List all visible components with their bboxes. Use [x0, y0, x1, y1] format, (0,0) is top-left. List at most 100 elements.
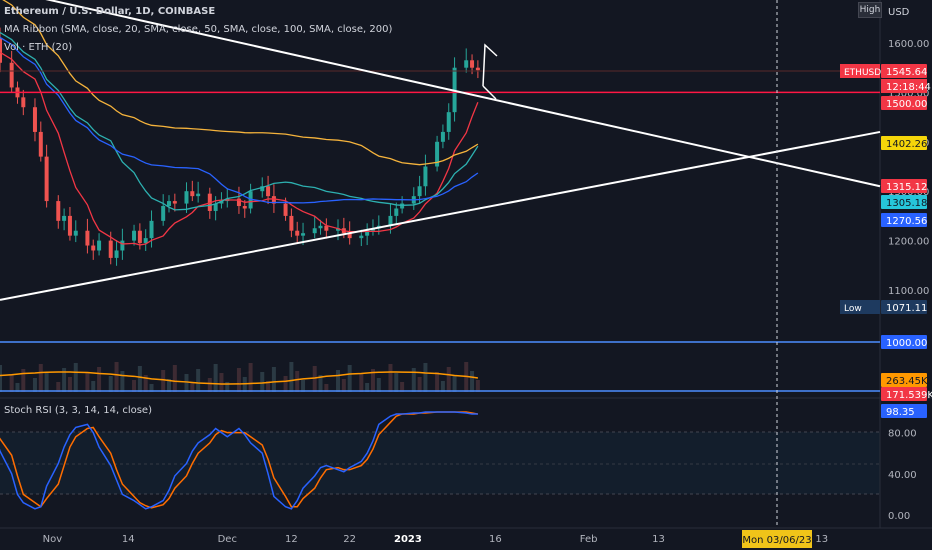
ma-ribbon-legend[interactable]: MA Ribbon (SMA, close, 20, SMA, close, 5…	[4, 24, 393, 35]
resistance-label[interactable]: 1500.00	[881, 96, 927, 110]
volume-bar	[260, 372, 265, 392]
volume-bar	[85, 372, 90, 392]
volume-bar	[120, 371, 125, 392]
volume-bar	[114, 362, 119, 392]
candle-body	[114, 250, 119, 258]
currency-label[interactable]: USD	[888, 7, 910, 18]
volume-bar	[172, 365, 177, 392]
sma100-label[interactable]: 1270.56	[881, 213, 927, 227]
volume-bar	[347, 365, 352, 392]
stoch-tick-label: 40.00	[888, 470, 917, 481]
last-price-label-bg	[881, 64, 927, 78]
candle-body	[400, 203, 405, 209]
volume-bar	[435, 372, 440, 392]
candle-body	[417, 186, 422, 197]
candle-body	[260, 186, 265, 192]
countdown-bg	[881, 79, 927, 93]
volume-bar	[73, 363, 78, 392]
volume-bar	[196, 369, 201, 392]
volume-bar	[394, 373, 399, 392]
candle-body	[32, 107, 37, 132]
candle-body	[423, 166, 428, 187]
trendline-descending[interactable]	[0, 0, 881, 188]
volume-bar	[132, 380, 137, 392]
price-tick-label: 1100.00	[888, 286, 929, 297]
trendline-ascending[interactable]	[0, 130, 881, 301]
last-price-label-value: 1545.64	[886, 67, 927, 78]
candle-body	[301, 233, 306, 236]
stoch-tick-label: 80.00	[888, 429, 917, 440]
candle-body	[190, 191, 195, 197]
volume-bar	[62, 368, 67, 392]
candle-body	[219, 201, 224, 204]
sma50-line	[0, 31, 479, 211]
candle-body	[289, 215, 294, 231]
low-label-bg	[881, 300, 927, 314]
sma100-line	[0, 36, 479, 204]
candle-body	[365, 230, 370, 236]
volume-bar	[190, 383, 195, 392]
volume-bar	[470, 371, 475, 392]
resistance-label-bg	[881, 96, 927, 110]
time-tick-label: 16	[489, 534, 502, 545]
candle-body	[132, 230, 137, 241]
candle-body	[44, 156, 49, 202]
sma50-label-bg	[881, 195, 927, 209]
candle-body	[464, 60, 469, 68]
support-label-bg	[881, 335, 927, 349]
candle-body	[266, 186, 271, 197]
volume-bar	[359, 374, 364, 392]
candle-body	[283, 203, 288, 216]
volume-bar	[283, 376, 288, 392]
price-tick-label: 1500.00	[888, 88, 929, 99]
candle-body	[149, 220, 154, 239]
candle-body	[388, 215, 393, 226]
candle-body	[67, 215, 72, 236]
last-price-label-tag-bg	[840, 64, 880, 78]
candle-body	[62, 215, 67, 221]
volume-bar	[266, 381, 271, 392]
volume-bar	[388, 364, 393, 392]
volume-bar	[289, 362, 294, 392]
volume-bar	[417, 377, 422, 392]
last-price-label[interactable]: 1545.64 ETHUSD	[840, 64, 927, 78]
volume-bar	[143, 375, 148, 392]
volume-bar	[341, 379, 346, 392]
volume-bar	[56, 382, 61, 392]
candle-body	[318, 225, 323, 229]
high-badge: High	[858, 2, 882, 18]
sma100-label-value: 1270.56	[886, 216, 927, 227]
volume-bar	[184, 374, 189, 392]
stoch-value-label-bg	[881, 404, 927, 418]
symbol-title[interactable]: Ethereum / U.S. Dollar, 1D, COINBASE	[4, 6, 216, 17]
candle-body	[446, 112, 451, 132]
pointer-drawing[interactable]	[482, 43, 498, 100]
volume-legend[interactable]: Vol · ETH (20)	[4, 42, 73, 53]
candle-body	[440, 131, 445, 142]
sma20-label[interactable]: 1315.12	[881, 179, 927, 193]
sma200-line	[2, 0, 479, 166]
low-label[interactable]: 1071.11 Low	[840, 300, 927, 314]
stoch-rsi-legend[interactable]: Stoch RSI (3, 3, 14, 14, close)	[4, 405, 152, 416]
volume-bar	[167, 379, 172, 392]
volume-bar	[38, 364, 43, 392]
time-tick-label: 13	[652, 534, 665, 545]
volume-bar	[21, 369, 26, 392]
stoch-value-label[interactable]: 98.35	[881, 404, 927, 418]
volume-secondary-label[interactable]: 171.539K	[881, 387, 932, 401]
volume-value-label[interactable]: 263.45K	[881, 373, 928, 387]
time-tick-label: Nov	[43, 534, 63, 545]
candle-body	[172, 201, 177, 204]
volume-bar	[475, 380, 480, 392]
stoch-value-label-value: 98.35	[886, 407, 915, 418]
sma200-label[interactable]: 1402.26	[881, 136, 927, 150]
candle-body	[0, 38, 2, 63]
sma50-label[interactable]: 1305.18	[881, 195, 927, 209]
support-label[interactable]: 1000.00	[881, 335, 927, 349]
volume-bar	[336, 370, 341, 392]
stoch-k-line	[0, 411, 478, 510]
low-label-value: 1071.11	[886, 303, 927, 314]
volume-value-label-value: 263.45K	[886, 376, 928, 387]
candle-body	[21, 97, 26, 108]
